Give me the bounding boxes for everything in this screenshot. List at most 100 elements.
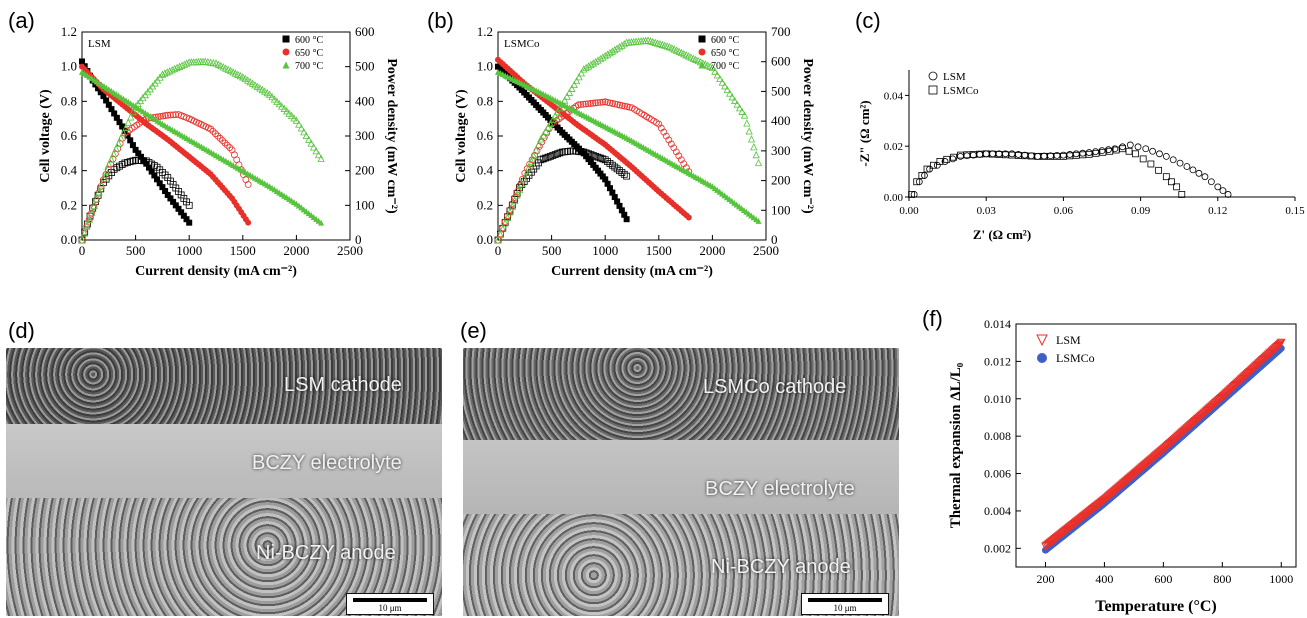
chart-b-lsmco-iv-power: 0 500 1000 1500 2000 25000.00.20.40.60.81.01.… bbox=[454, 24, 815, 279]
power-point bbox=[285, 109, 293, 117]
y-axis-label: Cell voltage (V) bbox=[38, 89, 53, 183]
series-1 bbox=[494, 56, 693, 244]
impedance-point bbox=[1207, 178, 1215, 186]
impedance-point bbox=[976, 151, 984, 158]
sem-d-electrolyte-layer bbox=[6, 424, 442, 504]
power-point bbox=[501, 219, 509, 227]
y2-axis-label: Power density (mW cm⁻²) bbox=[800, 58, 815, 214]
power-point bbox=[158, 70, 167, 78]
x-axis-label: Temperature (°C) bbox=[1095, 598, 1216, 615]
iv-point bbox=[146, 164, 152, 171]
impedance-point bbox=[1162, 152, 1170, 160]
y2-tick-label: 200 bbox=[771, 173, 791, 188]
power-point bbox=[597, 154, 604, 162]
iv-point bbox=[178, 209, 185, 216]
power-point bbox=[577, 69, 586, 77]
iv-point bbox=[119, 123, 126, 130]
power-point bbox=[575, 73, 583, 81]
impedance-point bbox=[1201, 173, 1209, 181]
chart-a-lsm-iv-power: 0 500 1000 1500 2000 25000.00.20.40.60.81.01.… bbox=[38, 24, 399, 279]
power-point bbox=[565, 88, 574, 96]
power-point bbox=[594, 99, 602, 107]
panel-d-letter: (d) bbox=[8, 318, 35, 343]
impedance-point bbox=[1059, 152, 1067, 160]
y-tick-label: 0.0 bbox=[477, 232, 493, 247]
y2-axis-label: Power density (mW cm⁻²) bbox=[384, 58, 399, 214]
legend-marker bbox=[698, 61, 706, 69]
power-point bbox=[611, 163, 619, 171]
y-tick-label: 0.00 bbox=[884, 192, 904, 204]
power-point bbox=[733, 100, 741, 108]
power-point bbox=[745, 127, 753, 135]
impedance-point bbox=[1119, 145, 1126, 153]
y2-tick-label: 400 bbox=[355, 93, 375, 108]
power-point bbox=[107, 155, 115, 163]
legend-label: 600 °C bbox=[295, 35, 323, 46]
y-tick-label: 1.2 bbox=[477, 24, 493, 39]
impedance-point bbox=[936, 158, 944, 165]
power-point bbox=[563, 92, 571, 100]
y-tick-label: 1.0 bbox=[477, 59, 493, 74]
impedance-point bbox=[1034, 152, 1042, 160]
power-point bbox=[735, 103, 744, 112]
power-point bbox=[180, 60, 188, 68]
impedance-point bbox=[923, 165, 931, 173]
power-point bbox=[508, 202, 516, 210]
x-tick-label: 1500 bbox=[646, 243, 672, 258]
power-point bbox=[532, 146, 540, 154]
power-point bbox=[527, 157, 535, 165]
iv-point bbox=[79, 58, 85, 65]
power-point bbox=[621, 102, 629, 110]
power-point bbox=[173, 63, 181, 72]
iv-point bbox=[154, 176, 161, 183]
y-axis-label: -Z" (Ω cm²) bbox=[857, 100, 872, 166]
sem-image-d: LSM cathode BCZY electrolyte Ni-BCZY ano… bbox=[6, 348, 442, 616]
plot-frame bbox=[1015, 323, 1297, 568]
power-point bbox=[163, 68, 171, 76]
iv-point bbox=[245, 219, 252, 226]
impedance-point bbox=[1142, 145, 1150, 153]
power-point bbox=[95, 188, 103, 196]
power-point bbox=[582, 149, 590, 157]
power-point bbox=[738, 107, 746, 115]
power-point bbox=[723, 85, 731, 93]
power-point bbox=[713, 71, 721, 79]
power-point bbox=[606, 99, 614, 107]
power-point bbox=[561, 96, 569, 104]
iv-point bbox=[162, 188, 169, 195]
power-point bbox=[124, 118, 132, 126]
legend-label: 600 °C bbox=[711, 35, 739, 46]
legend-label: 650 °C bbox=[295, 48, 323, 59]
iv-point bbox=[100, 93, 107, 100]
y-tick-label: 0.006 bbox=[984, 467, 1011, 481]
x-tick-label: 500 bbox=[542, 243, 562, 258]
impedance-point bbox=[976, 150, 984, 158]
power-point bbox=[546, 119, 555, 127]
impedance-point bbox=[926, 165, 933, 173]
power-point bbox=[731, 96, 739, 104]
impedance-point bbox=[1134, 143, 1142, 151]
impedance-point bbox=[1173, 183, 1181, 191]
legend-marker bbox=[282, 61, 290, 69]
impedance-point bbox=[1066, 151, 1074, 158]
power-point bbox=[226, 144, 234, 151]
impedance-point bbox=[1034, 152, 1042, 160]
iv-point bbox=[116, 119, 123, 126]
inset-label: LSMCo bbox=[504, 38, 540, 50]
power-point bbox=[541, 127, 550, 135]
thermal-point bbox=[1275, 339, 1285, 349]
power-point bbox=[273, 97, 281, 105]
impedance-point bbox=[918, 172, 926, 179]
legend-label: 700 °C bbox=[295, 61, 323, 72]
legend-label: LSM bbox=[1056, 333, 1081, 347]
inset-label: LSM bbox=[88, 38, 111, 50]
panel-e-letter: (e) bbox=[460, 318, 487, 343]
legend-marker bbox=[1037, 353, 1047, 363]
power-point bbox=[300, 127, 308, 136]
impedance-point bbox=[930, 161, 937, 169]
impedance-point bbox=[1219, 187, 1227, 195]
power-point bbox=[212, 130, 219, 138]
x-tick-label: 500 bbox=[126, 243, 146, 258]
x-tick-label: 600 bbox=[1154, 572, 1172, 586]
iv-point bbox=[164, 191, 171, 198]
